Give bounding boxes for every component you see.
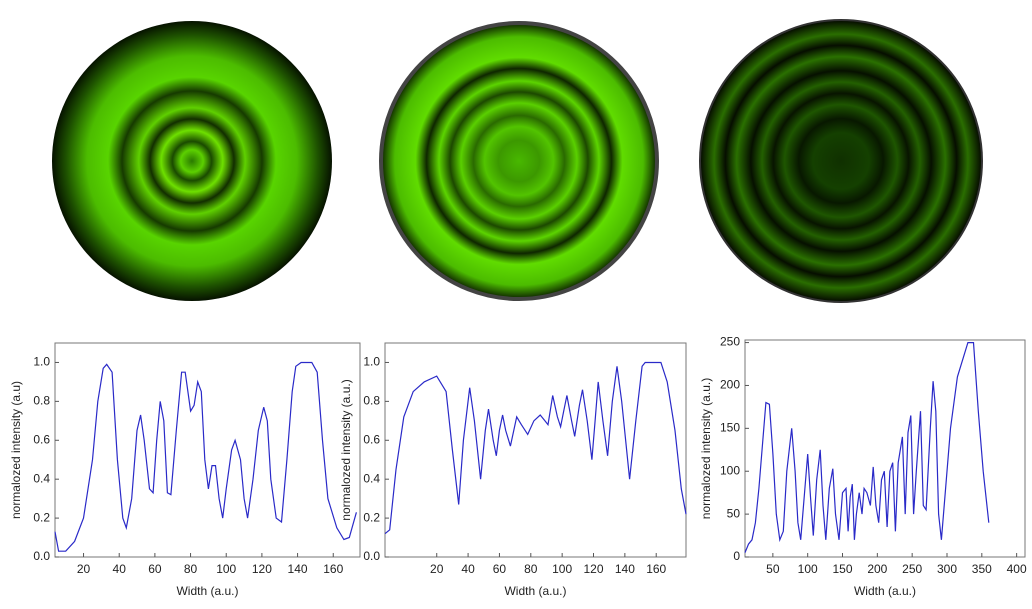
y-tick-label: 1.0 xyxy=(363,355,380,369)
y-axis-label: normalozed intensity (a.u.) xyxy=(699,378,713,519)
x-tick-label: 120 xyxy=(252,562,272,576)
x-tick-label: 140 xyxy=(615,562,635,576)
data-line xyxy=(54,361,357,552)
x-tick-label: 400 xyxy=(1007,562,1027,576)
x-tick-label: 160 xyxy=(323,562,343,576)
ring-image xyxy=(699,19,983,303)
x-axis-label: Width (a.u.) xyxy=(176,584,238,598)
plot-frame xyxy=(384,342,687,558)
y-axis-label: normalozed intensity (a.u) xyxy=(9,381,23,519)
y-tick-label: 0.6 xyxy=(363,432,380,446)
y-tick-label: 0.4 xyxy=(363,471,380,485)
x-tick-label: 100 xyxy=(216,562,236,576)
y-axis-label: normalozed intensity (a.u.) xyxy=(339,379,353,520)
y-tick-label: 0.8 xyxy=(363,394,380,408)
y-tick-label: 0.4 xyxy=(33,471,50,485)
data-line xyxy=(744,342,990,553)
x-tick-label: 40 xyxy=(113,562,127,576)
x-tick-label: 80 xyxy=(184,562,198,576)
x-tick-label: 60 xyxy=(148,562,162,576)
ring-image xyxy=(379,21,659,301)
x-tick-label: 40 xyxy=(461,562,475,576)
y-tick-label: 100 xyxy=(720,463,740,477)
x-tick-label: 20 xyxy=(77,562,91,576)
x-tick-label: 20 xyxy=(430,562,444,576)
ring-image xyxy=(52,21,332,301)
y-tick-label: 0.0 xyxy=(363,549,380,563)
y-tick-label: 0.6 xyxy=(33,432,50,446)
y-tick-label: 50 xyxy=(727,506,741,520)
x-axis-label: Width (a.u.) xyxy=(504,584,566,598)
plot-frame xyxy=(54,342,361,558)
y-tick-label: 1.0 xyxy=(33,355,50,369)
y-tick-label: 0.2 xyxy=(33,510,50,524)
y-tick-label: 200 xyxy=(720,378,740,392)
y-tick-label: 0.8 xyxy=(33,394,50,408)
y-tick-label: 0 xyxy=(733,549,740,563)
data-line xyxy=(384,361,687,535)
x-tick-label: 100 xyxy=(798,562,818,576)
x-tick-label: 150 xyxy=(832,562,852,576)
x-tick-label: 80 xyxy=(524,562,538,576)
y-tick-label: 150 xyxy=(720,421,740,435)
x-tick-label: 200 xyxy=(867,562,887,576)
x-tick-label: 300 xyxy=(937,562,957,576)
y-tick-label: 0.2 xyxy=(363,510,380,524)
x-tick-label: 140 xyxy=(288,562,308,576)
plot-frame xyxy=(744,339,1026,558)
x-tick-label: 250 xyxy=(902,562,922,576)
x-tick-label: 100 xyxy=(552,562,572,576)
x-tick-label: 350 xyxy=(972,562,992,576)
y-tick-label: 250 xyxy=(720,335,740,349)
x-tick-label: 160 xyxy=(646,562,666,576)
x-axis-label: Width (a.u.) xyxy=(854,584,916,598)
x-tick-label: 120 xyxy=(583,562,603,576)
x-tick-label: 50 xyxy=(766,562,780,576)
y-tick-label: 0.0 xyxy=(33,549,50,563)
x-tick-label: 60 xyxy=(493,562,507,576)
